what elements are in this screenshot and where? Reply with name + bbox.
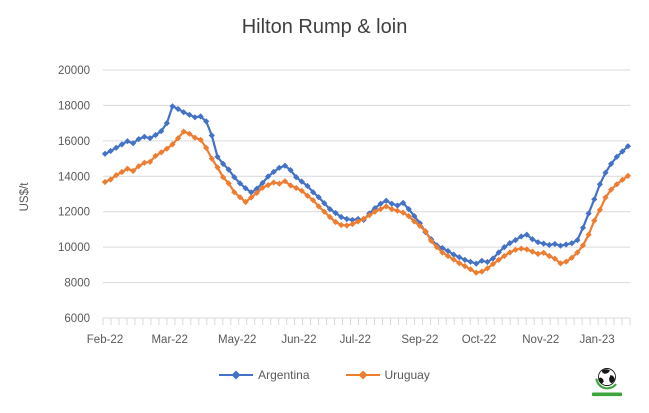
chart-title: Hilton Rump & loin [241,16,408,38]
y-tick-label: 12000 [58,207,90,219]
x-tick-label: Mar-22 [151,334,187,346]
legend-label-argentina: Argentina [258,368,310,382]
plot-area: 6000 8000 10000 12000 14000 16000 18000 20000 Fe… [19,65,632,346]
globe-icon [592,368,622,397]
x-tick-label: Jul-22 [340,334,371,346]
x-tick-label: Sep-22 [401,334,438,346]
x-tick-label: Jun-22 [281,334,316,346]
y-tick-label: 14000 [58,171,90,183]
argentina-line-swatch [219,370,254,380]
uruguay-line-swatch [345,370,380,380]
legend: Argentina Uruguay [0,368,649,382]
legend-item-argentina: Argentina [219,368,310,382]
x-tick-label: Feb-22 [87,334,123,346]
x-tick-label: Nov-22 [522,334,559,346]
y-axis-title: US$/t [19,182,31,212]
uruguay-series-line [103,130,630,274]
legend-item-uruguay: Uruguay [345,368,430,382]
plot-svg: 6000 8000 10000 12000 14000 16000 18000 20000 Fe… [19,65,632,346]
y-tick-label: 6000 [64,313,90,325]
y-tick-label: 20000 [58,65,90,77]
y-tick-label: 16000 [58,136,90,148]
x-tick-label: Jan-23 [580,334,615,346]
y-tick-label: 8000 [64,278,90,290]
argentina-series-markers [101,103,632,267]
legend-label-uruguay: Uruguay [384,368,430,382]
y-tick-label: 10000 [58,242,90,254]
x-tick-label: May-22 [218,334,256,346]
globe-logo [589,366,625,402]
y-tick-label: 18000 [58,100,90,112]
x-tick-label: Oct-22 [462,334,497,346]
uruguay-series-markers [101,128,632,276]
